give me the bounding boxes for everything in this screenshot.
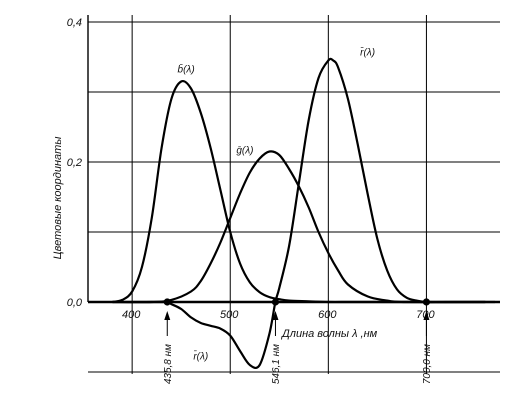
series-label: r̄(λ)	[360, 46, 375, 59]
series-r-curve	[112, 57, 496, 370]
x-tick-label: 500	[220, 309, 239, 321]
y-axis-label: Цветовые координаты	[52, 137, 64, 260]
x-axis-label: Длина волны λ ,нм	[280, 328, 378, 340]
series-layer	[112, 57, 496, 370]
annotation-label: 700,0 нм	[422, 344, 433, 384]
annotation-dot	[422, 298, 431, 306]
series-label: ḡ(λ)	[236, 146, 253, 157]
annotation-arrow-head	[164, 311, 171, 320]
x-tick-label: 600	[318, 309, 337, 321]
annotation-arrow-head	[423, 311, 430, 320]
series-g-curve	[112, 150, 486, 304]
grid-layer	[88, 15, 500, 374]
annotation-dot	[163, 298, 171, 306]
y-tick-label: 0,4	[67, 17, 82, 29]
marker-layer	[163, 298, 431, 336]
annotation-arrow-head	[272, 311, 279, 320]
label-layer: b̄(λ) ḡ(λ) r̄(λ) r̄(λ) 435,8 нм 546,1 нм 700,0…	[163, 46, 433, 384]
x-tick-label: 400	[122, 309, 141, 321]
y-tick-label: 0,0	[67, 297, 83, 309]
annotation-label: 435,8 нм	[163, 344, 174, 384]
y-tick-label: 0,2	[67, 157, 82, 169]
series-label: b̄(λ)	[178, 63, 195, 76]
series-label: r̄(λ)	[193, 350, 208, 363]
annotation-label: 546,1 нм	[271, 344, 282, 384]
series-b-curve	[112, 79, 486, 304]
annotation-dot	[271, 298, 280, 306]
